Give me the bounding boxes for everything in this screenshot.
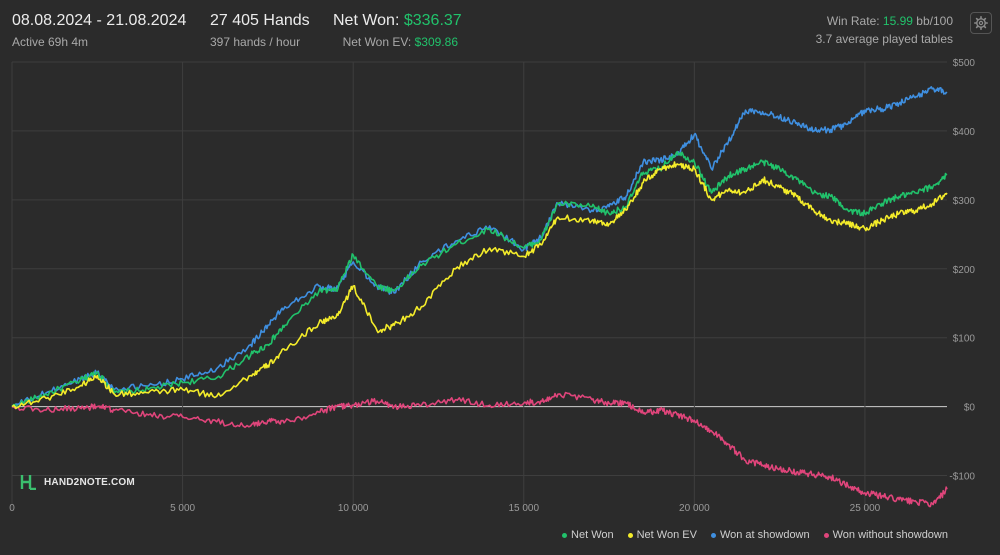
y-tick-label: -$100	[949, 472, 975, 483]
legend-label: Net Won EV	[636, 529, 697, 541]
date-range: 08.08.2024 - 21.08.2024	[12, 12, 187, 29]
y-tick-label: $500	[953, 58, 976, 69]
hands-block: 27 405 Hands 397 hands / hour	[210, 12, 310, 49]
settings-button[interactable]	[970, 12, 992, 34]
y-tick-label: $400	[953, 127, 976, 138]
legend-item[interactable]: Won without showdown	[823, 529, 948, 541]
net-won-block: Net Won: $336.37 Net Won EV: $309.86	[333, 12, 462, 49]
win-rate-stat: Win Rate: 15.99 bb/100	[816, 14, 953, 28]
win-rate-unit: bb/100	[916, 14, 953, 28]
legend-item[interactable]: Net Won EV	[627, 529, 697, 541]
win-rate-label: Win Rate:	[826, 14, 880, 28]
series-line-net-won	[11, 150, 948, 408]
legend-dot-icon	[627, 532, 633, 538]
y-tick-label: $0	[964, 403, 976, 414]
active-time: Active 69h 4m	[12, 35, 89, 49]
net-won-stat: Net Won: $336.37	[333, 12, 462, 30]
legend-label: Net Won	[571, 529, 614, 541]
x-tick-label: 25 000	[850, 503, 881, 514]
legend-label: Won without showdown	[832, 529, 948, 541]
series-line-net-won-ev	[11, 161, 948, 410]
legend-item[interactable]: Net Won	[562, 529, 614, 541]
hand2note-logo: HAND2NOTE.COM	[20, 474, 135, 490]
grid-lines	[11, 61, 947, 510]
x-tick-label: 20 000	[679, 503, 710, 514]
legend-dot-icon	[823, 532, 829, 538]
x-tick-label: 0	[9, 503, 15, 514]
y-tick-label: $100	[953, 334, 976, 345]
hands-per-hour: 397 hands / hour	[210, 35, 301, 49]
series-lines	[11, 86, 948, 508]
logo-icon	[20, 475, 36, 490]
legend-item[interactable]: Won at showdown	[710, 529, 810, 541]
gear-icon	[974, 16, 988, 30]
date-block: 08.08.2024 - 21.08.2024 Active 69h 4m	[12, 12, 186, 49]
y-tick-label: $200	[953, 265, 976, 276]
series-line-won-without-showdown	[11, 391, 948, 508]
net-won-ev-stat: Net Won EV: $309.86	[333, 35, 458, 49]
series-line-won-at-showdown	[11, 86, 948, 408]
net-won-ev-value: $309.86	[414, 35, 458, 49]
legend-label: Won at showdown	[719, 529, 810, 541]
win-rate-value: 15.99	[882, 14, 913, 28]
winrate-block: Win Rate: 15.99 bb/100 3.7 average playe…	[816, 14, 953, 46]
x-tick-label: 15 000	[508, 503, 539, 514]
axis-labels: $500 $400 $300 $200 $100 $0 -$100 0 5 000 10 000 1…	[9, 58, 975, 514]
stats-header: 08.08.2024 - 21.08.2024 Active 69h 4m 27…	[0, 0, 1000, 58]
avg-tables: 3.7 average played tables	[815, 32, 953, 46]
logo-text: HAND2NOTE.COM	[44, 476, 135, 488]
x-tick-label: 5 000	[170, 503, 195, 514]
legend-dot-icon	[710, 532, 716, 538]
net-won-label: Net Won:	[333, 12, 400, 29]
net-won-ev-label: Net Won EV:	[342, 35, 412, 49]
legend-dot-icon	[562, 532, 568, 538]
x-tick-label: 10 000	[338, 503, 369, 514]
y-tick-label: $300	[953, 196, 976, 207]
net-won-value: $336.37	[403, 12, 462, 29]
hands-count: 27 405 Hands	[210, 12, 310, 29]
chart-legend: Net Won Net Won EV Won at showdown Won with…	[562, 529, 948, 541]
